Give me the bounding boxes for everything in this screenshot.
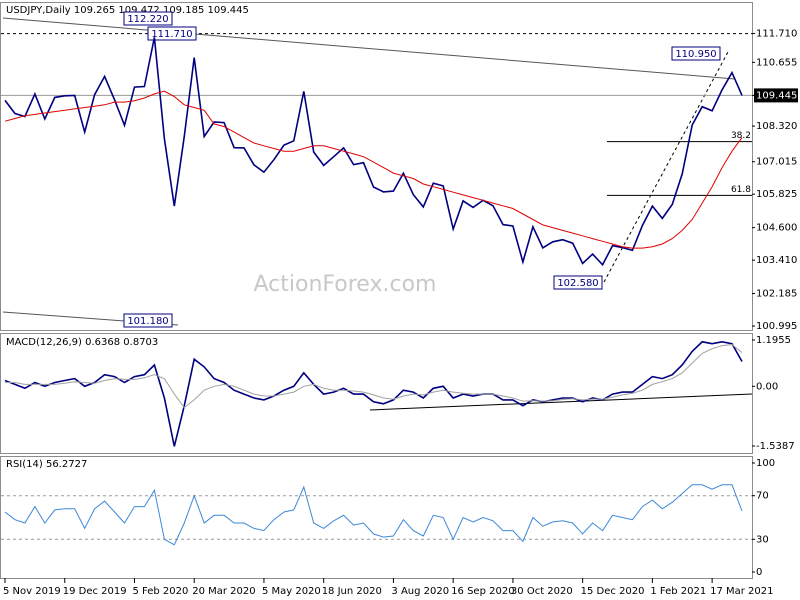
price-panel: [0, 2, 753, 331]
annotation: 111.710: [151, 29, 192, 40]
macd-panel: [0, 333, 753, 454]
fib-label: 61.8: [731, 185, 751, 195]
x-tick-label: 18 Jun 2020: [322, 586, 382, 597]
series-line: [5, 343, 743, 409]
price-box: [754, 88, 798, 103]
y-tick-label: 1.1955: [756, 335, 791, 346]
x-tick-label: 5 Nov 2019: [3, 586, 61, 597]
annotation-box: [553, 275, 603, 290]
annotation: 112.220: [127, 14, 168, 25]
y-tick-label: 104.600: [756, 223, 797, 234]
fib-label: 38.2: [731, 131, 751, 141]
x-tick-label: 30 Oct 2020: [511, 586, 573, 597]
series-line: [4, 90, 743, 249]
y-tick-label: 105.825: [756, 189, 797, 200]
y-tick-label: 0: [756, 567, 762, 578]
annotation-box: [123, 313, 173, 328]
y-tick-label: 110.655: [756, 57, 797, 68]
x-tick-label: 20 Mar 2020: [192, 586, 255, 597]
x-tick-label: 19 Dec 2019: [63, 586, 127, 597]
y-tick-label: 0.00: [756, 381, 778, 392]
x-tick-label: 15 Dec 2020: [581, 586, 645, 597]
annotation-box: [147, 26, 197, 41]
series-line: [4, 37, 743, 267]
y-tick-label: 102.185: [756, 289, 797, 300]
x-tick-label: 1 Feb 2021: [650, 586, 706, 597]
x-tick-label: 16 Sep 2020: [451, 586, 514, 597]
annotation-box: [123, 11, 173, 26]
y-tick-label: 111.710: [756, 29, 797, 40]
macd-header: MACD(12,26,9) 0.6368 0.8703: [6, 337, 158, 348]
y-tick-label: 107.015: [756, 157, 797, 168]
trendline: [2, 17, 736, 80]
y-tick-label: 30: [756, 534, 769, 545]
annotation: 102.580: [557, 278, 598, 289]
rsi-header: RSI(14) 56.2727: [6, 459, 87, 470]
x-tick-label: 17 Mar 2021: [710, 586, 773, 597]
y-tick-label: 103.410: [756, 255, 797, 266]
x-tick-label: 5 Feb 2020: [132, 586, 188, 597]
series-line: [4, 340, 743, 447]
y-tick-label: 70: [756, 491, 769, 502]
series-line: [4, 484, 743, 546]
price-header: USDJPY,Daily 109.265 109.472 109.185 109…: [6, 5, 249, 16]
y-tick-label: 108.320: [756, 121, 797, 132]
annotation: 101.180: [127, 316, 168, 327]
x-tick-label: 3 Aug 2020: [391, 586, 449, 597]
y-tick-label: 100: [756, 458, 775, 469]
macd-trendline: [369, 393, 753, 411]
y-tick-label: -1.5387: [756, 441, 795, 452]
annotation: 110.950: [675, 49, 716, 60]
x-tick-label: 5 May 2020: [262, 586, 321, 597]
annotation-box: [671, 46, 721, 61]
y-tick-label: 100.995: [756, 321, 797, 332]
rsi-panel: [0, 456, 753, 579]
rally-line: [603, 51, 729, 283]
watermark: ActionForex.com: [254, 272, 437, 297]
y-tick-label: 109.445: [756, 90, 797, 101]
